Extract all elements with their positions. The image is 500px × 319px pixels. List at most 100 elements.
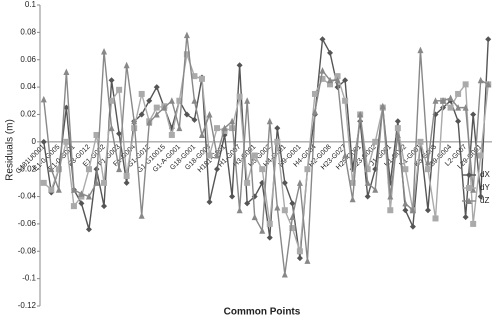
data-point [387,193,394,200]
data-point [108,97,115,104]
data-point [289,200,296,207]
data-point [244,179,251,186]
data-point [116,86,123,93]
y-tick-label: -0.04 [18,192,37,201]
data-point [244,97,251,104]
data-point [387,207,394,214]
data-point [183,31,190,39]
data-point [138,90,145,97]
data-point [327,49,334,56]
data-point [394,125,401,132]
data-point [357,110,364,118]
data-point [296,255,303,262]
data-point [470,111,477,118]
data-point [101,179,108,186]
data-point [417,46,424,54]
data-point [131,117,138,125]
data-point [214,125,221,132]
y-tick-label: -0.08 [18,246,37,255]
data-point [455,90,462,97]
data-point [304,166,311,173]
data-point [334,76,341,84]
data-point [40,179,47,186]
y-tick-label: 0.04 [20,82,36,91]
y-tick-label: -0.06 [18,219,37,228]
series-line [43,35,489,275]
data-point [424,166,431,173]
y-tick-label: 0.06 [20,55,36,64]
data-point [153,110,160,118]
data-point [402,199,409,207]
data-point [311,90,318,97]
data-point [342,77,349,84]
data-point [470,186,477,193]
data-point [146,97,153,104]
data-point [251,213,258,221]
data-point [214,166,221,173]
data-point [198,131,205,138]
y-tick-label: -0.12 [18,301,37,310]
data-point [206,199,213,206]
data-point [409,223,416,230]
legend-marker [466,197,472,204]
data-point [168,131,175,138]
legend-marker [466,185,472,191]
data-point [116,130,123,137]
data-point [432,215,439,222]
data-point [236,206,243,214]
legend-marker [466,172,472,178]
data-point [85,226,92,233]
data-point [455,118,462,125]
data-point [48,165,55,173]
data-point [402,166,409,173]
data-point [153,104,160,111]
data-point [78,200,85,207]
data-point [101,203,108,210]
y-axis-title: Residuals (m) [5,119,16,181]
data-point [424,158,431,166]
data-point [206,110,213,118]
data-point [78,190,85,197]
data-point [116,165,123,173]
legend-label: dX [480,170,490,179]
data-point [462,104,469,111]
data-point [191,73,198,80]
data-point [63,68,70,76]
data-point [462,81,469,88]
x-axis-title: Common Points [224,307,301,318]
data-point [138,111,145,118]
data-point [63,138,70,145]
data-point [477,193,484,200]
data-point [304,257,311,264]
data-point [266,220,273,227]
y-tick-label: 0.1 [25,0,37,9]
data-point [485,80,492,88]
data-point [93,179,100,186]
data-point [319,36,326,43]
data-point [394,131,401,138]
data-point [266,234,273,241]
data-point [372,186,379,193]
data-point [251,152,258,159]
y-tick-label: 0 [32,137,37,146]
data-point [432,97,439,104]
data-point [281,179,288,186]
data-point [462,214,469,221]
data-point [259,166,266,173]
data-point [229,117,236,125]
data-point [206,152,213,159]
data-point [85,166,92,173]
data-point [364,179,371,186]
legend-label: dZ [480,196,489,205]
data-point [424,207,431,214]
legend-label: dY [480,183,490,192]
data-point [40,95,47,103]
data-point [138,212,145,219]
data-point [417,138,424,145]
data-point [440,97,447,104]
data-point [266,117,273,125]
data-point [342,97,349,104]
data-point [123,61,130,69]
data-point [470,220,477,227]
